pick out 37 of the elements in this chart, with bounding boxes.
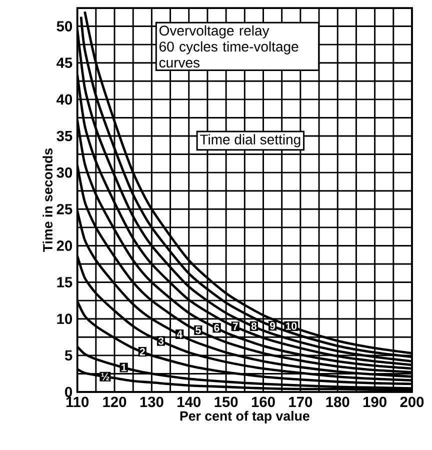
legend-title: Time dial setting xyxy=(200,134,300,148)
x-tick-label: 180 xyxy=(326,396,350,408)
series-label: 2 xyxy=(140,348,145,356)
y-tick-label: 35 xyxy=(56,130,72,142)
y-tick-label: 20 xyxy=(56,240,72,251)
legend-label: 8 xyxy=(251,322,257,330)
x-axis-title: Per cent of tap value xyxy=(180,410,310,424)
y-tick-label: 45 xyxy=(56,58,72,68)
legend-label: 9 xyxy=(270,322,276,330)
text: Overvoltage relay xyxy=(159,25,270,38)
x-tick-label: 110 xyxy=(66,396,89,408)
y-axis-title: Time in seconds xyxy=(42,148,52,252)
y-tick-label: 10 xyxy=(57,314,72,324)
legend-label: 4 xyxy=(176,330,182,338)
x-tick-label: 170 xyxy=(289,396,312,408)
y-tick-label: 15 xyxy=(57,277,72,288)
y-tick-label: 0 xyxy=(65,386,72,398)
legend-label: 5 xyxy=(196,326,201,334)
legend-label: 7 xyxy=(232,322,238,330)
x-tick-label: 140 xyxy=(178,396,201,408)
series-label: 1 xyxy=(122,364,126,372)
legend-label: 6 xyxy=(214,324,220,332)
y-tick-label: 5 xyxy=(64,350,72,361)
y-tick-label: 30 xyxy=(56,167,72,178)
series-label: 3 xyxy=(158,337,164,345)
legend-label: 10 xyxy=(286,322,297,330)
y-tick-label: 50 xyxy=(56,21,72,32)
y-tick-label: 40 xyxy=(56,94,72,105)
y-tick-label: 25 xyxy=(56,204,72,214)
x-tick-label: 200 xyxy=(400,396,424,408)
x-tick-label: 120 xyxy=(103,396,126,408)
x-tick-label: 160 xyxy=(252,396,275,408)
series-label: ½ xyxy=(101,372,110,380)
x-tick-label: 130 xyxy=(140,396,164,408)
x-tick-label: 150 xyxy=(214,396,238,408)
x-tick-label: 190 xyxy=(363,396,386,408)
text: 60 cycles time-voltage curves xyxy=(159,41,298,68)
